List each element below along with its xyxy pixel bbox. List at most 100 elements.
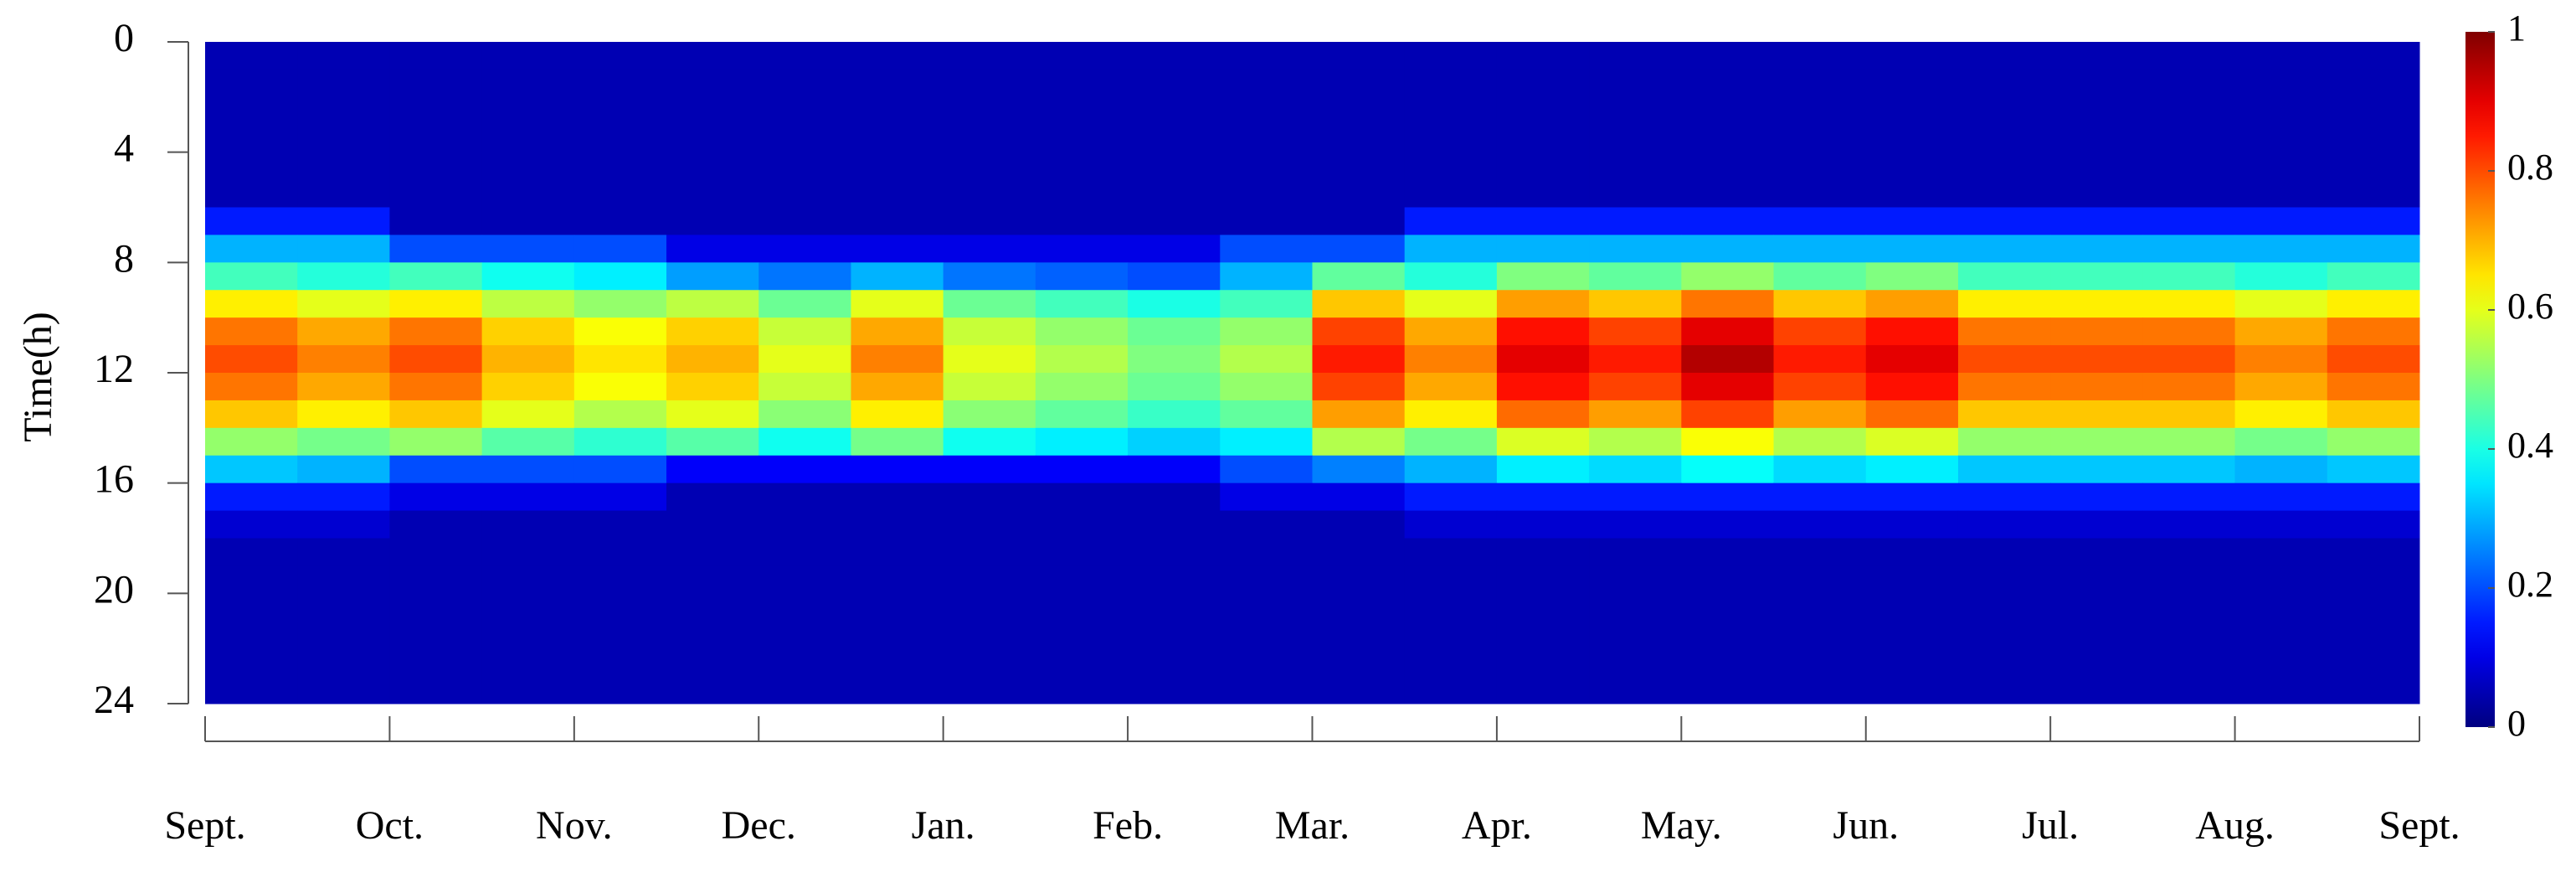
- heat-cell: [205, 510, 298, 539]
- heat-cell: [943, 676, 1036, 704]
- heat-cell: [2142, 317, 2236, 346]
- heat-cell: [1496, 373, 1590, 401]
- heat-cell: [1773, 455, 1867, 484]
- heat-cell: [1589, 124, 1682, 153]
- heat-cell: [205, 262, 298, 291]
- heat-cell: [205, 124, 298, 153]
- x-tick-label: Apr.: [1462, 803, 1532, 848]
- heat-cell: [1865, 262, 1959, 291]
- heat-cell: [389, 69, 483, 98]
- heat-cell: [573, 455, 667, 484]
- heat-cell: [1681, 317, 1775, 346]
- heat-cell: [758, 621, 851, 649]
- heat-cell: [2050, 593, 2143, 622]
- heat-cell: [1681, 648, 1775, 677]
- heat-cell: [2327, 345, 2420, 374]
- heat-cell: [481, 593, 575, 622]
- heat-cell: [297, 207, 390, 235]
- heat-cell: [297, 593, 390, 622]
- heat-cell: [481, 345, 575, 374]
- heat-cell: [758, 482, 851, 512]
- heat-cell: [1681, 179, 1775, 208]
- heat-cell: [205, 621, 298, 649]
- heat-cell: [297, 510, 390, 539]
- heat-cell: [1035, 69, 1129, 98]
- heat-cell: [2050, 648, 2143, 677]
- heat-cell: [666, 427, 759, 457]
- heat-cell: [2142, 179, 2236, 208]
- heat-cell: [1681, 42, 1775, 70]
- heat-cell: [1404, 317, 1498, 346]
- heat-cell: [573, 538, 667, 566]
- heat-cell: [1035, 124, 1129, 153]
- heat-cell: [1312, 676, 1406, 704]
- heat-cell: [1128, 42, 1221, 70]
- heat-cell: [1035, 400, 1129, 429]
- heat-cell: [851, 96, 944, 126]
- heat-cell: [1496, 124, 1590, 153]
- heat-cell: [758, 593, 851, 622]
- heat-cell: [2142, 152, 2236, 181]
- heat-cell: [389, 317, 483, 346]
- heat-cell: [389, 262, 483, 291]
- heat-cell: [2327, 648, 2420, 677]
- heat-cell: [666, 538, 759, 566]
- heat-cell: [2142, 510, 2236, 539]
- heat-cell: [573, 96, 667, 126]
- heat-cell: [389, 676, 483, 704]
- heat-cell: [1220, 676, 1313, 704]
- heat-cell: [573, 400, 667, 429]
- heat-cell: [2050, 400, 2143, 429]
- heat-cell: [573, 262, 667, 291]
- heat-cell: [205, 235, 298, 263]
- heat-cell: [666, 373, 759, 401]
- heat-cell: [573, 179, 667, 208]
- colorbar-tick-label: 0.4: [2507, 425, 2553, 466]
- heat-cell: [1128, 648, 1221, 677]
- heat-cell: [2050, 510, 2143, 539]
- heat-cell: [1589, 96, 1682, 126]
- heat-cell: [1865, 207, 1959, 235]
- heat-cell: [758, 317, 851, 346]
- heat-cell: [1957, 69, 2051, 98]
- heat-cell: [1404, 42, 1498, 70]
- heat-cell: [573, 621, 667, 649]
- heat-cell: [297, 373, 390, 401]
- heat-cell: [2050, 345, 2143, 374]
- heat-cell: [666, 482, 759, 512]
- heat-cell: [1773, 207, 1867, 235]
- heat-cell: [1589, 42, 1682, 70]
- heat-cell: [1128, 96, 1221, 126]
- heat-cell: [1773, 427, 1867, 457]
- heat-cell: [1496, 317, 1590, 346]
- heat-cell: [1773, 345, 1867, 374]
- heat-cell: [851, 207, 944, 235]
- heat-cell: [2327, 565, 2420, 594]
- heat-cell: [851, 510, 944, 539]
- heat-cell: [1589, 400, 1682, 429]
- heat-cell: [1957, 400, 2051, 429]
- heat-cell: [943, 152, 1036, 181]
- heat-cell: [1865, 621, 1959, 649]
- heat-cell: [573, 676, 667, 704]
- heat-cell: [1496, 96, 1590, 126]
- heat-cell: [297, 262, 390, 291]
- heat-cell: [1681, 427, 1775, 457]
- heat-cell: [1220, 290, 1313, 318]
- heat-cell: [1312, 345, 1406, 374]
- heat-cell: [205, 373, 298, 401]
- heat-cell: [2327, 262, 2420, 291]
- heat-cell: [481, 262, 575, 291]
- heat-cell: [2234, 510, 2328, 539]
- heat-cell: [1496, 400, 1590, 429]
- heat-cell: [666, 621, 759, 649]
- heat-cell: [1128, 621, 1221, 649]
- y-tick-label: 16: [94, 457, 134, 502]
- heat-cell: [1957, 427, 2051, 457]
- heat-cell: [2142, 482, 2236, 512]
- heat-cell: [1496, 290, 1590, 318]
- heat-cell: [943, 565, 1036, 594]
- heat-cell: [1035, 373, 1129, 401]
- heat-cell: [1035, 593, 1129, 622]
- heat-cell: [1128, 482, 1221, 512]
